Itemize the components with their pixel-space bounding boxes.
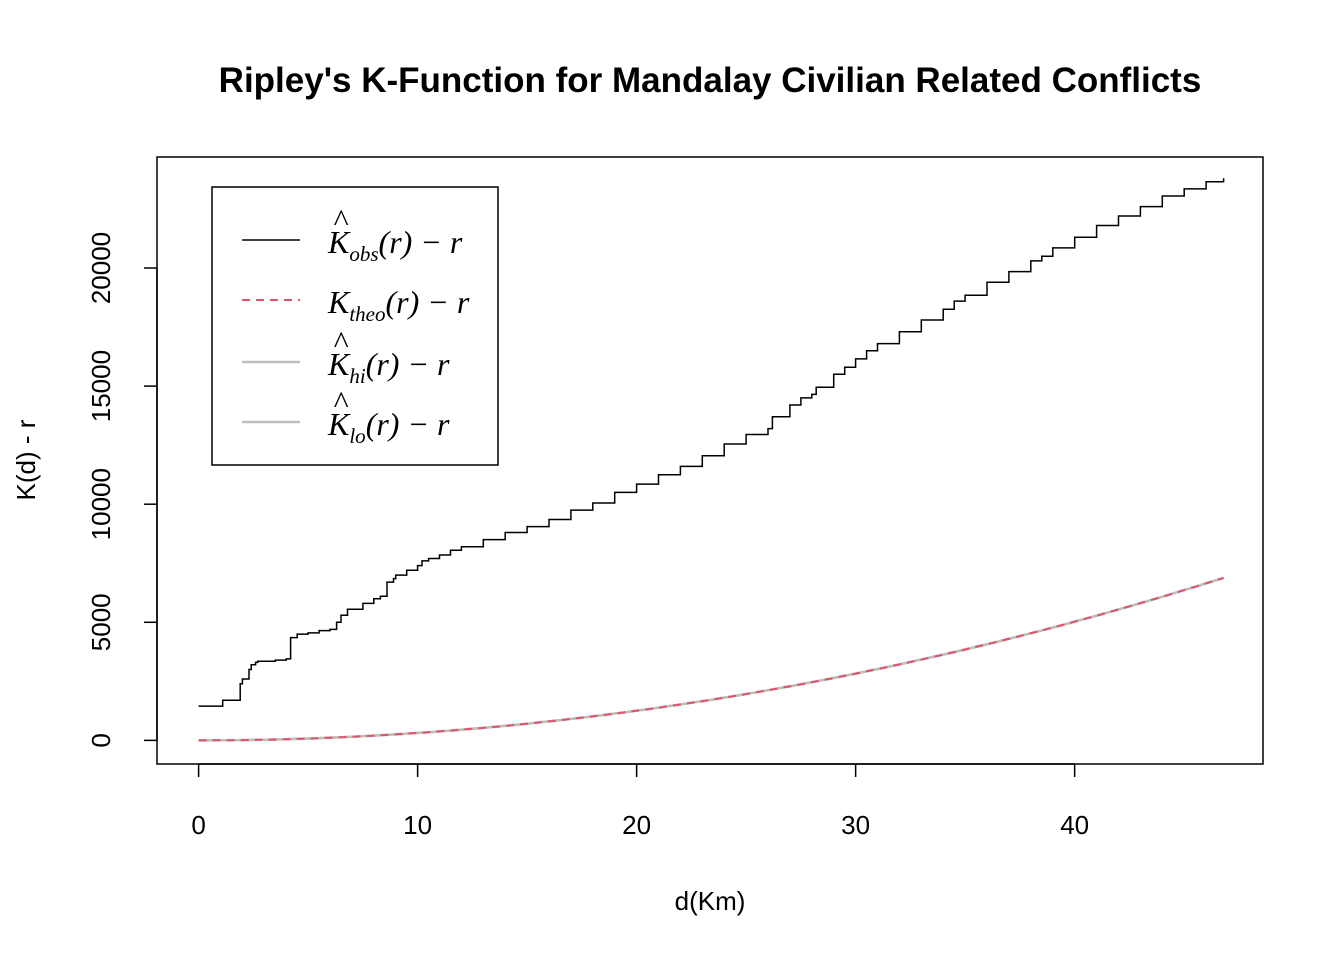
y-tick-label: 10000 (86, 468, 116, 540)
x-tick-label: 10 (403, 810, 432, 840)
legend-hat-hi: ^ (333, 324, 349, 360)
x-tick-label: 40 (1060, 810, 1089, 840)
x-tick-label: 20 (622, 810, 651, 840)
x-tick-label: 0 (191, 810, 205, 840)
series-line-lo (198, 576, 1224, 742)
series-layer (198, 178, 1225, 742)
legend-label-lo: Klo(r) − r (327, 406, 450, 448)
series-line-theo (198, 576, 1224, 742)
legend-label-hi: Khi(r) − r (327, 346, 450, 388)
legend-hat-obs: ^ (333, 202, 349, 238)
legend-box (211, 186, 499, 466)
y-axis-label: K(d) - r (11, 419, 41, 500)
series-line-hi (198, 576, 1224, 742)
legend-label-theo: Ktheo(r) − r (327, 284, 470, 326)
series-line-obs (198, 178, 1225, 707)
x-axis-label: d(Km) (675, 886, 746, 916)
x-axis: 0 10 20 30 40 (191, 763, 1089, 840)
y-tick-label: 0 (86, 733, 116, 747)
y-axis: 0 5000 10000 15000 20000 (86, 232, 158, 748)
legend-label-obs: Kobs(r) − r (327, 224, 463, 266)
y-tick-label: 20000 (86, 232, 116, 304)
y-tick-label: 15000 (86, 350, 116, 422)
y-tick-label: 5000 (86, 593, 116, 651)
chart-title: Ripley's K-Function for Mandalay Civilia… (219, 61, 1202, 100)
legend-hat-lo: ^ (333, 384, 349, 420)
x-tick-label: 30 (841, 810, 870, 840)
